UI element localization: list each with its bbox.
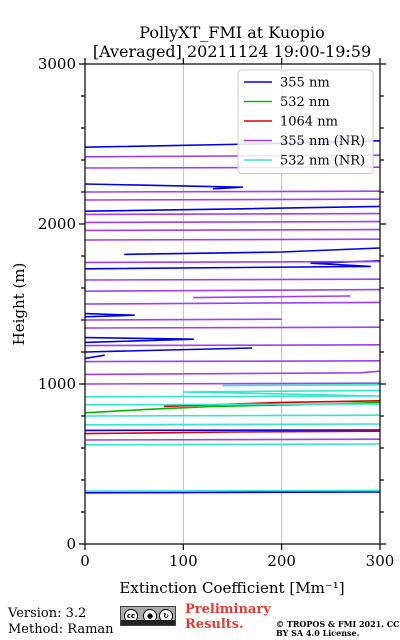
x-tick-label: 0	[80, 552, 90, 570]
legend-entry: 355 nm	[280, 76, 330, 91]
legend-entry: 532 nm	[280, 95, 330, 110]
legend-entry: 1064 nm	[280, 115, 338, 130]
preliminary-label: Preliminary Results.	[185, 602, 271, 632]
chart-subtitle: [Averaged] 20211124 19:00-19:59	[93, 42, 371, 61]
axes-frame	[84, 63, 381, 545]
y-axis-label: Height (m)	[10, 263, 28, 346]
badge-strip	[121, 620, 175, 625]
x-tick-label: 200	[267, 552, 296, 570]
legend-box	[237, 69, 374, 174]
y-tick-label: 1000	[38, 375, 76, 393]
method-text: Method: Raman	[8, 622, 114, 637]
x-tick-label: 100	[169, 552, 198, 570]
x-tick-label: 300	[366, 552, 395, 570]
cc-license-badge: cc ● ↻	[120, 606, 176, 626]
version-text: Version: 3.2	[8, 606, 87, 621]
chart-title: PollyXT_FMI at Kuopio	[139, 23, 325, 42]
y-tick-label: 0	[66, 535, 76, 553]
series-line-4	[84, 384, 381, 492]
y-tick-label: 3000	[38, 55, 76, 73]
y-tick-label: 2000	[38, 215, 76, 233]
series-line-0	[84, 140, 381, 494]
legend-entry: 355 nm (NR)	[280, 134, 365, 149]
copyright-text: © TROPOS & FMI 2021. CC BY SA 4.0 Licens…	[276, 619, 400, 638]
series-line-3	[85, 133, 380, 440]
plot-area	[84, 133, 381, 494]
legend: 355 nm 532 nm 1064 nm 355 nm (NR) 532 nm (NR…	[237, 69, 374, 174]
legend-entry: 532 nm (NR)	[280, 154, 365, 169]
x-axis-label: Extinction Coefficient [Mm⁻¹]	[119, 579, 344, 597]
extinction-chart: PollyXT_FMI at Kuopio [Averaged] 2021112…	[10, 23, 395, 597]
